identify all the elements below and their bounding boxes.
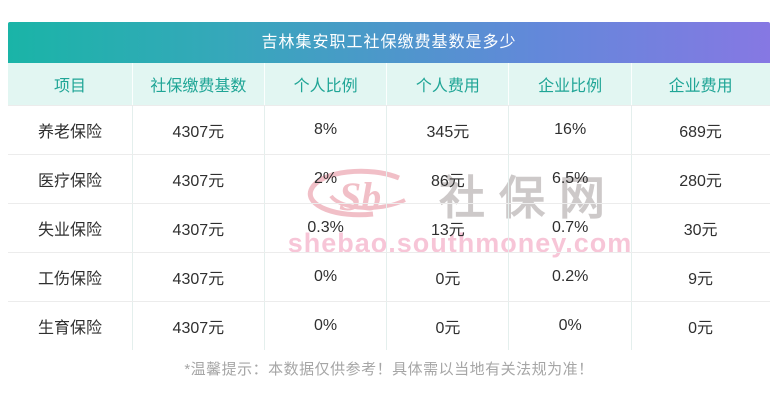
footer-note: *温馨提示：本数据仅供参考！具体需以当地有关法规为准！ bbox=[184, 361, 594, 378]
row-label-cell: 养老保险 bbox=[8, 106, 133, 154]
table-row-pension: 养老保险 4307元 8% 345元 16% 689元 bbox=[8, 105, 770, 154]
table-cell: 0.7% bbox=[509, 204, 633, 252]
row-label-cell: 生育保险 bbox=[8, 302, 133, 350]
table-header-row: 项目 社保缴费基数 个人比例 个人费用 企业比例 企业费用 bbox=[8, 63, 770, 105]
table-cell: 86元 bbox=[387, 155, 510, 203]
row-label-cell: 工伤保险 bbox=[8, 253, 133, 301]
table-title-bar: 吉林集安职工社保缴费基数是多少 bbox=[8, 22, 770, 63]
table-cell: 0% bbox=[265, 302, 388, 350]
table-row-unemployment: 失业保险 4307元 0.3% 13元 0.7% 30元 bbox=[8, 203, 770, 252]
table-cell: 0.2% bbox=[509, 253, 633, 301]
table-cell: 0元 bbox=[387, 302, 510, 350]
row-label-cell: 失业保险 bbox=[8, 204, 133, 252]
table-title: 吉林集安职工社保缴费基数是多少 bbox=[261, 34, 517, 51]
table-cell: 689元 bbox=[679, 124, 722, 141]
table-cell: 280元 bbox=[679, 173, 722, 190]
table-cell: 4307元 bbox=[133, 253, 265, 301]
table-cell: 345元 bbox=[387, 106, 510, 154]
table-row-injury: 工伤保险 4307元 0% 0元 0.2% 9元 bbox=[8, 252, 770, 301]
table-cell: 13元 bbox=[387, 204, 510, 252]
table-cell: 0% bbox=[509, 302, 633, 350]
table-cell: 4307元 bbox=[133, 302, 265, 350]
table-cell: 0元 bbox=[387, 253, 510, 301]
column-header-personal-fee: 个人费用 bbox=[387, 63, 510, 105]
table-cell: 4307元 bbox=[133, 204, 265, 252]
table-cell: 0.3% bbox=[265, 204, 388, 252]
column-header-item: 项目 bbox=[8, 63, 133, 105]
table-cell: 8% bbox=[265, 106, 388, 154]
column-header-base: 社保缴费基数 bbox=[133, 63, 265, 105]
table-cell: 0% bbox=[265, 253, 388, 301]
table-row-medical: 医疗保险 4307元 2% 86元 6.5% 280元 bbox=[8, 154, 770, 203]
table-cell: 0元 bbox=[688, 320, 714, 337]
table-cell: 16% bbox=[509, 106, 633, 154]
table-cell: 4307元 bbox=[133, 155, 265, 203]
table-row-maternity: 生育保险 4307元 0% 0元 0% 0元 bbox=[8, 301, 770, 350]
table-cell: 30元 bbox=[683, 222, 718, 239]
column-header-company-rate: 企业比例 bbox=[509, 63, 633, 105]
table-cell: 4307元 bbox=[133, 106, 265, 154]
table-cell: 6.5% bbox=[509, 155, 633, 203]
table-cell: 2% bbox=[265, 155, 388, 203]
column-header-personal-rate: 个人比例 bbox=[265, 63, 388, 105]
row-label-cell: 医疗保险 bbox=[8, 155, 133, 203]
social-insurance-table-card: 吉林集安职工社保缴费基数是多少 项目 社保缴费基数 个人比例 个人费用 企业比例… bbox=[8, 22, 770, 350]
column-header-company-fee: 企业费用 bbox=[668, 78, 733, 95]
table-cell: 9元 bbox=[688, 271, 714, 288]
